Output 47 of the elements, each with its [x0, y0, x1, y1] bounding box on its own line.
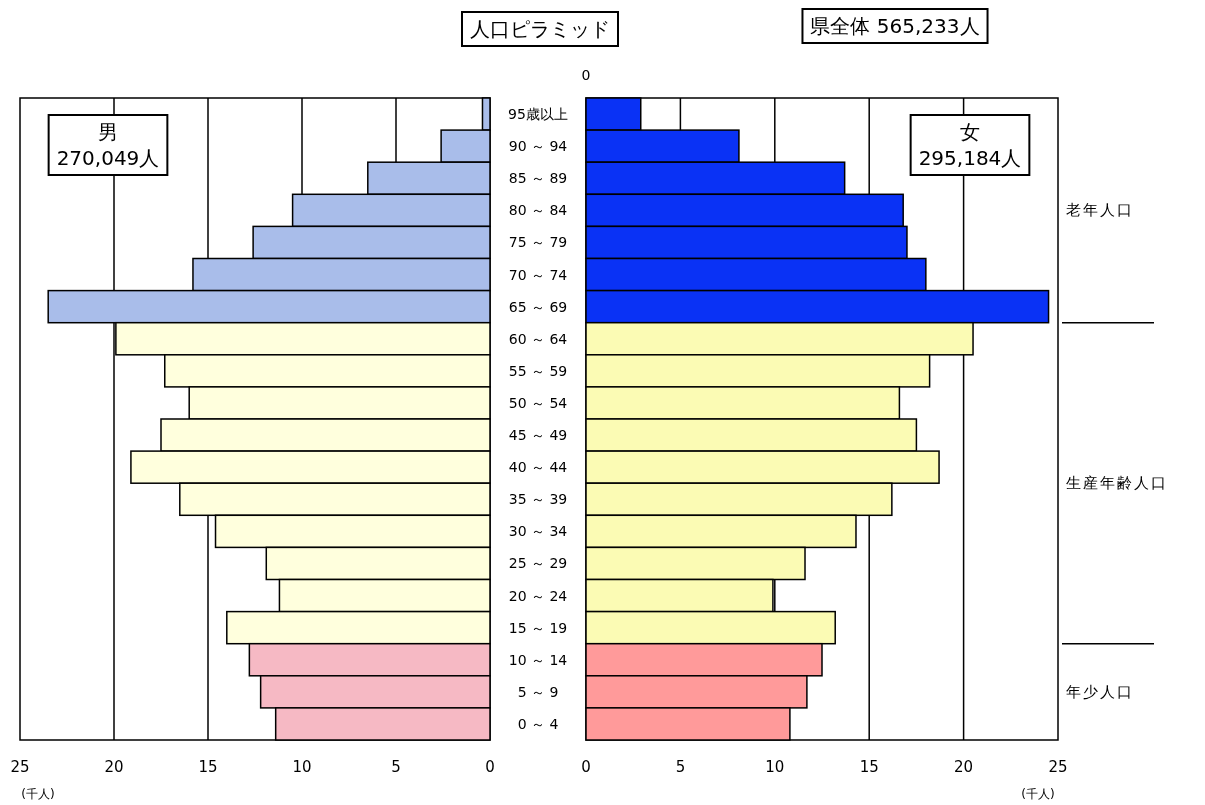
y-tick-label: 35 ～ 39 — [508, 491, 568, 508]
annotation: 男 — [98, 120, 118, 144]
y-tick-label: 65 ～ 69 — [508, 298, 568, 315]
y-tick-label: 95歳以上 — [508, 106, 568, 123]
x-axis-title: (千人) — [21, 787, 55, 801]
y-tick-label: 45 ～ 49 — [508, 427, 568, 444]
x-tick-label: 0 — [485, 758, 495, 776]
label-box: 女 295,184人 — [909, 114, 1031, 176]
x-tick-label: 15 — [859, 758, 879, 776]
heading: 県全体 565,233人 — [801, 8, 989, 44]
chart-subtitle: 県全体 565,233人 — [810, 14, 980, 38]
text: 年少人口 — [1066, 682, 1134, 701]
x-tick-label: 5 — [675, 758, 686, 776]
heading: 人口ピラミッド — [461, 11, 619, 47]
y-tick-label: 85 ～ 89 — [508, 170, 568, 187]
y-tick-label: 0 ～ 4 — [517, 715, 559, 732]
x-tick-label: 20 — [104, 758, 124, 776]
y-tick-label: 50 ～ 54 — [508, 394, 568, 411]
text: 0 — [581, 67, 591, 83]
y-tick-label: 30 ～ 34 — [508, 523, 568, 540]
x-tick-label: 20 — [954, 758, 974, 776]
x-tick-label: 10 — [765, 758, 785, 776]
y-tick-label: 25 ～ 29 — [508, 555, 568, 572]
y-tick-label: 15 ～ 19 — [508, 619, 568, 636]
y-tick-label: 10 ～ 14 — [508, 651, 568, 668]
text: 生産年齢人口 — [1066, 474, 1168, 493]
x-tick-label: 15 — [198, 758, 218, 776]
y-tick-label: 5 ～ 9 — [517, 683, 559, 700]
y-tick-label: 90 ～ 94 — [508, 138, 568, 155]
annotation: 270,049人 — [56, 146, 160, 170]
y-tick-label: 60 ～ 64 — [508, 330, 568, 347]
y-tick-label: 80 ～ 84 — [508, 202, 568, 219]
y-tick-label: 55 ～ 59 — [508, 362, 568, 379]
annotation: 女 — [960, 120, 980, 144]
x-axis-title: (千人) — [1021, 787, 1055, 801]
x-tick-label: 5 — [391, 758, 401, 776]
y-tick-label: 75 ～ 79 — [508, 234, 568, 251]
y-tick-label: 40 ～ 44 — [508, 459, 568, 476]
label-box: 男 270,049人 — [47, 114, 169, 176]
x-tick-label: 25 — [1048, 758, 1068, 776]
x-tick-label: 10 — [292, 758, 312, 776]
text: 老年人口 — [1066, 201, 1134, 220]
x-tick-label: 25 — [10, 758, 30, 776]
y-tick-label: 20 ～ 24 — [508, 587, 568, 604]
y-tick-label: 70 ～ 74 — [508, 266, 568, 283]
x-tick-label: 0 — [581, 758, 591, 776]
annotation: 295,184人 — [918, 146, 1022, 170]
